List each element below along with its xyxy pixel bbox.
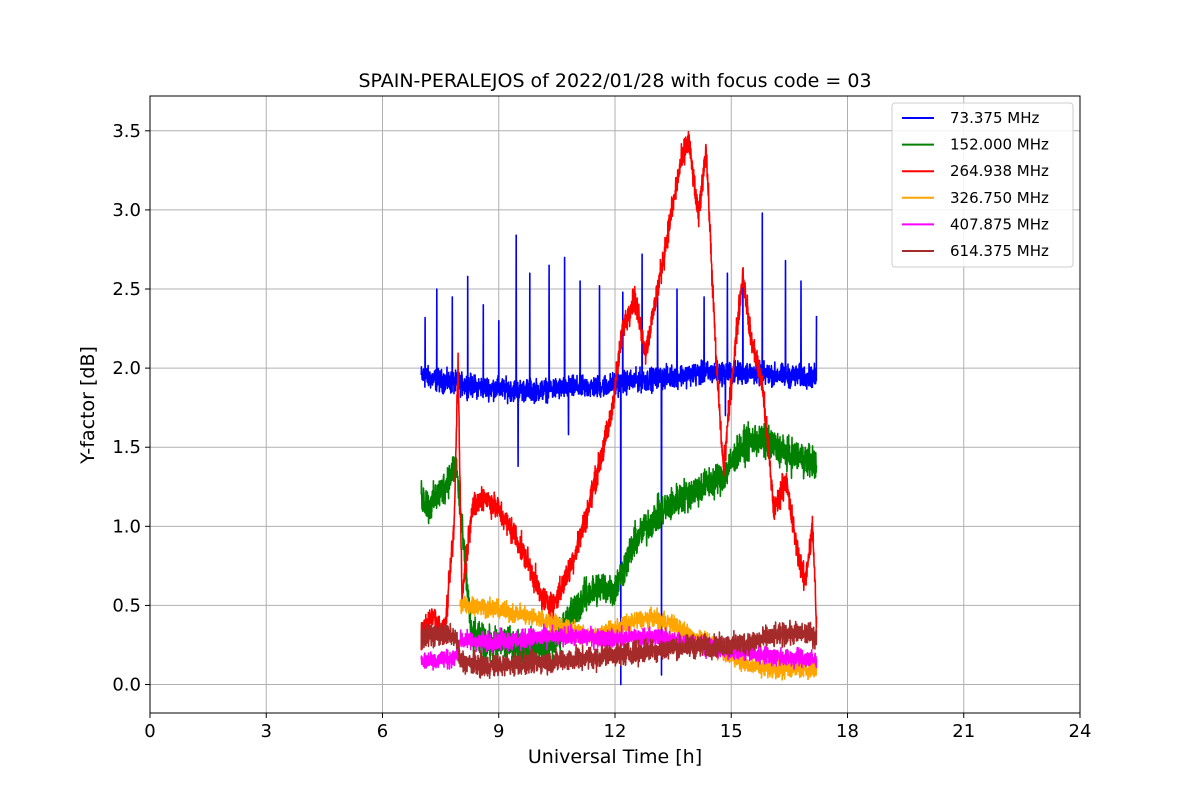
series-line-6	[420, 619, 818, 679]
legend-label: 264.938 MHz	[950, 162, 1049, 180]
y-tick-label: 0.0	[112, 675, 141, 696]
series-line-5	[420, 623, 818, 671]
series-line-3	[420, 130, 818, 651]
y-tick-label: 1.0	[112, 516, 141, 537]
series-line-4	[459, 595, 818, 681]
x-tick-label: 12	[604, 721, 627, 742]
series-line-1	[420, 212, 818, 686]
legend-label: 152.000 MHz	[950, 136, 1049, 154]
legend-box	[891, 102, 1074, 268]
y-tick-label: 3.5	[112, 121, 141, 142]
legend-label: 73.375 MHz	[950, 109, 1039, 127]
y-axis: 0.0 0.5 1.0 1.5 2.0 2.5 3.0 3.5	[112, 121, 150, 696]
y-tick-label: 3.0	[112, 200, 141, 221]
y-axis-label: Y-factor [dB]	[77, 346, 99, 465]
x-tick-label: 3	[261, 721, 272, 742]
legend: 73.375 MHz 152.000 MHz 264.938 MHz 326.750 …	[891, 102, 1074, 268]
y-tick-label: 2.0	[112, 358, 141, 379]
y-tick-label: 1.5	[112, 437, 141, 458]
x-tick-label: 21	[952, 721, 975, 742]
x-axis-label: Universal Time [h]	[528, 746, 702, 768]
legend-label: 326.750 MHz	[950, 189, 1049, 207]
legend-label: 614.375 MHz	[950, 242, 1049, 260]
y-tick-label: 0.5	[112, 595, 141, 616]
x-tick-label: 18	[836, 721, 859, 742]
x-tick-label: 0	[144, 721, 155, 742]
chart-title: SPAIN-PERALEJOS of 2022/01/28 with focus…	[358, 70, 871, 92]
x-tick-label: 24	[1069, 721, 1092, 742]
x-tick-label: 15	[720, 721, 743, 742]
x-tick-label: 9	[493, 721, 504, 742]
x-tick-label: 6	[377, 721, 388, 742]
plot-area	[420, 130, 818, 686]
y-tick-label: 2.5	[112, 279, 141, 300]
legend-label: 407.875 MHz	[950, 215, 1049, 233]
x-axis: 0 3 6 9 12 15 18 21 24	[144, 713, 1091, 742]
